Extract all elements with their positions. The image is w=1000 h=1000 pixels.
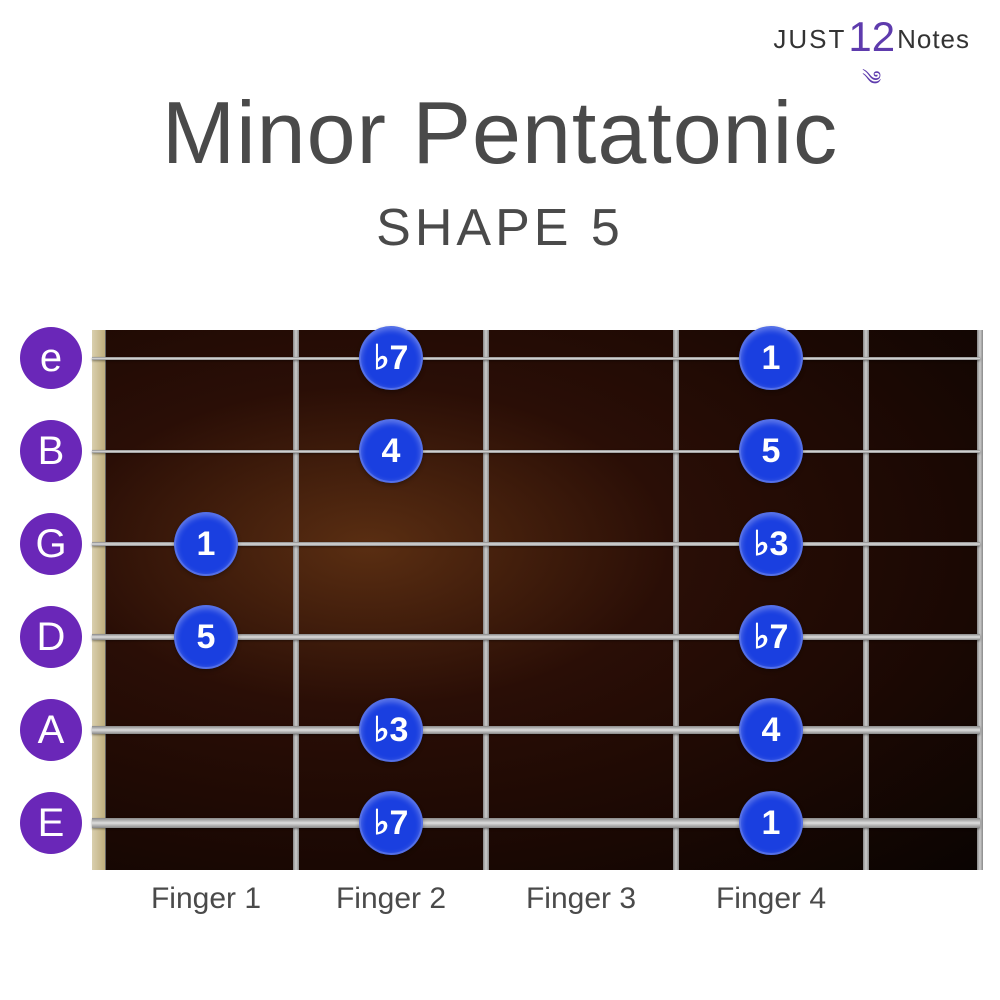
note-D-f0: 5: [174, 605, 238, 669]
page-subtitle: SHAPE 5: [0, 198, 1000, 258]
logo-right: Notes: [897, 18, 970, 55]
finger-label-2: Finger 2: [336, 882, 446, 916]
string-label-E: E: [20, 792, 82, 854]
board-bg: [106, 330, 980, 870]
fret-1: [293, 330, 299, 870]
finger-labels: Finger 1 Finger 2 Finger 3 Finger 4: [92, 882, 980, 922]
finger-label-4: Finger 4: [716, 882, 826, 916]
note-A-f1: ♭3: [359, 698, 423, 762]
fretboard: ♭7 1 4 5 1 ♭3 5 ♭7 ♭3 4 ♭7 1: [92, 320, 980, 880]
fret-4: [863, 330, 869, 870]
fret-2: [483, 330, 489, 870]
fret-5: [977, 330, 983, 870]
note-e-f3: 1: [739, 326, 803, 390]
finger-label-3: Finger 3: [526, 882, 636, 916]
fretboard-diagram: eBGDAE ♭71451♭35♭7♭34♭71 Finger 1Finger …: [20, 320, 980, 880]
string-label-G: G: [20, 513, 82, 575]
note-E-f3: 1: [739, 791, 803, 855]
fret-3: [673, 330, 679, 870]
string-labels: eBGDAE: [20, 320, 88, 880]
finger-label-1: Finger 1: [151, 882, 261, 916]
note-A-f3: 4: [739, 698, 803, 762]
page-title: Minor Pentatonic: [0, 82, 1000, 184]
string-label-B: B: [20, 420, 82, 482]
string-e: [92, 357, 980, 360]
string-A: [92, 726, 980, 734]
logo-left: JUST: [773, 18, 846, 55]
nut: [92, 330, 106, 870]
string-label-D: D: [20, 606, 82, 668]
note-G-f0: 1: [174, 512, 238, 576]
note-B-f1: 4: [359, 419, 423, 483]
string-E: [92, 818, 980, 828]
string-B: [92, 450, 980, 453]
note-D-f3: ♭7: [739, 605, 803, 669]
logo-mid: 12: [848, 18, 895, 56]
note-e-f1: ♭7: [359, 326, 423, 390]
string-label-A: A: [20, 699, 82, 761]
note-G-f3: ♭3: [739, 512, 803, 576]
note-E-f1: ♭7: [359, 791, 423, 855]
string-label-e: e: [20, 327, 82, 389]
note-B-f3: 5: [739, 419, 803, 483]
